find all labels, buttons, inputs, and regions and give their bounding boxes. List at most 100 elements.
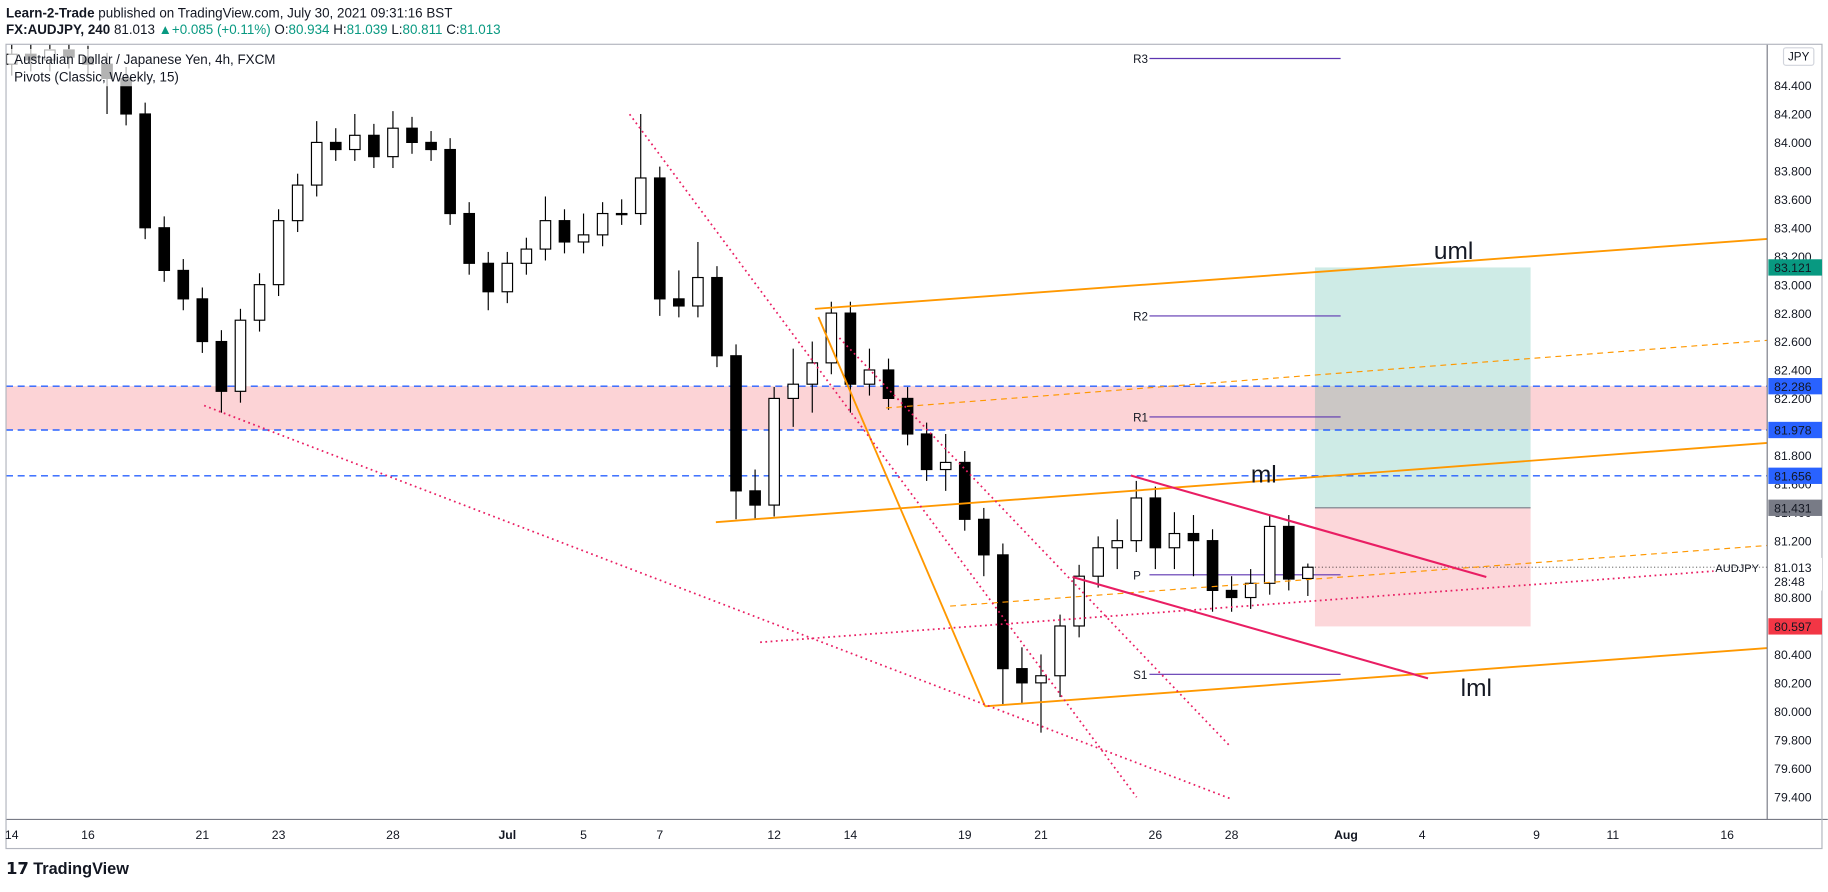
x-tick-label: Aug <box>1334 828 1358 842</box>
level-label: 81.656 <box>1774 469 1812 483</box>
pivot-label: R1 <box>1133 412 1148 425</box>
candle-body <box>539 220 552 250</box>
candle-body <box>1054 625 1066 677</box>
candle-body <box>977 518 990 556</box>
publisher: Learn-2-Trade <box>6 5 95 20</box>
annotation: lml <box>1461 675 1492 702</box>
c-value: 81.013 <box>460 22 501 37</box>
candle-body <box>730 355 742 492</box>
y-tick-label: 80.200 <box>1774 677 1812 691</box>
footer-logo: 𝟭𝟳 TradingView <box>6 860 129 878</box>
candle-body <box>882 369 895 400</box>
y-tick-label: 79.800 <box>1774 733 1812 747</box>
candle-body <box>673 298 685 307</box>
candle-body <box>1092 547 1105 577</box>
candle-body <box>1206 540 1219 592</box>
candle-body <box>1130 497 1143 542</box>
level-badge <box>1768 259 1822 276</box>
y-tick-label: 80.400 <box>1774 648 1812 662</box>
candle-body <box>329 141 342 151</box>
level-badge <box>1768 378 1822 395</box>
change-arrow: ▲ <box>159 22 172 37</box>
pivot-label: R2 <box>1133 311 1148 324</box>
candle-body <box>787 383 800 400</box>
candle-body <box>234 319 247 392</box>
candle-body <box>939 461 952 471</box>
y-tick-label: 79.400 <box>1774 790 1812 804</box>
level-badge <box>1768 618 1822 635</box>
y-tick-label: 82.400 <box>1774 364 1812 378</box>
candle-body <box>1225 589 1238 599</box>
o-value: 80.934 <box>289 22 331 37</box>
x-tick-label: 23 <box>272 828 286 842</box>
symbol-line: FX:AUDJPY, 240 81.013 ▲+0.085 (+0.11%) O… <box>6 22 501 37</box>
pivot-label: R3 <box>1133 53 1148 66</box>
candle-body <box>844 312 857 385</box>
y-tick-label: 84.400 <box>1774 79 1812 93</box>
trend-line <box>760 570 1714 644</box>
candle-body <box>653 177 666 300</box>
candle-body <box>749 490 761 506</box>
candle-body <box>520 248 533 264</box>
candle-body <box>425 141 437 151</box>
y-tick-label: 83.000 <box>1774 278 1812 292</box>
change: +0.085 (+0.11%) <box>172 22 271 37</box>
candle-body <box>768 397 780 506</box>
y-tick-label: 82.800 <box>1774 307 1812 321</box>
median-line <box>715 441 1768 524</box>
x-tick-label: 14 <box>5 828 19 842</box>
candle-body <box>692 276 704 307</box>
currency[interactable]: JPY <box>1788 51 1810 64</box>
footer-text: TradingView <box>33 860 129 878</box>
drawings <box>203 113 1768 800</box>
candle-body <box>997 554 1009 670</box>
candle-body <box>1282 525 1295 580</box>
candle-body <box>558 220 571 243</box>
h-value: 81.039 <box>347 22 388 37</box>
y-tick-label: 80.800 <box>1774 591 1812 605</box>
candle-body <box>406 127 418 144</box>
x-tick-label: 19 <box>958 828 972 842</box>
c-label: C: <box>446 22 459 37</box>
x-tick-label: 21 <box>196 828 210 842</box>
pitchfork-handle <box>817 316 986 707</box>
pivot-label: S1 <box>1133 669 1147 682</box>
candle-body <box>463 212 476 264</box>
candle-body <box>1149 497 1162 549</box>
candle-body <box>291 184 304 222</box>
legend-bg <box>8 48 271 87</box>
candle-body <box>1168 532 1181 549</box>
y-tick-label: 83.400 <box>1774 221 1812 235</box>
level-badge <box>1768 467 1822 484</box>
level-badge <box>1768 421 1822 439</box>
candle-body <box>177 269 190 300</box>
candle-body <box>1035 675 1047 684</box>
annotation: ml <box>1251 462 1277 489</box>
x-tick-label: 7 <box>656 828 663 842</box>
target-zone <box>1314 267 1531 508</box>
candle-body <box>577 234 590 243</box>
x-tick-label: 11 <box>1606 828 1619 842</box>
x-tick-label: 28 <box>1225 828 1239 842</box>
candle-body <box>1016 668 1028 684</box>
candle-body <box>806 362 819 385</box>
x-tick-label: 5 <box>580 828 587 842</box>
x-tick-label: 14 <box>844 828 858 842</box>
candle-body <box>711 276 723 357</box>
candle-body <box>615 212 628 216</box>
level-label: 81.978 <box>1774 424 1812 438</box>
last-symbol: AUDJPY <box>1715 563 1759 575</box>
candle-body <box>253 284 266 321</box>
candle-body <box>1244 582 1257 599</box>
currency-button[interactable] <box>1782 47 1815 66</box>
y-tick-label: 79.600 <box>1774 762 1812 776</box>
candle-body <box>1302 566 1314 580</box>
y-tick-label: 81.800 <box>1774 449 1812 463</box>
legend-indicator: Pivots (Classic, Weekly, 15) <box>14 70 179 85</box>
candle-body <box>368 134 380 158</box>
candle-body <box>863 369 876 385</box>
trend-line <box>628 113 1138 798</box>
candle-body <box>387 127 399 158</box>
x-tick-label: 9 <box>1533 828 1540 842</box>
candle-body <box>482 262 495 293</box>
